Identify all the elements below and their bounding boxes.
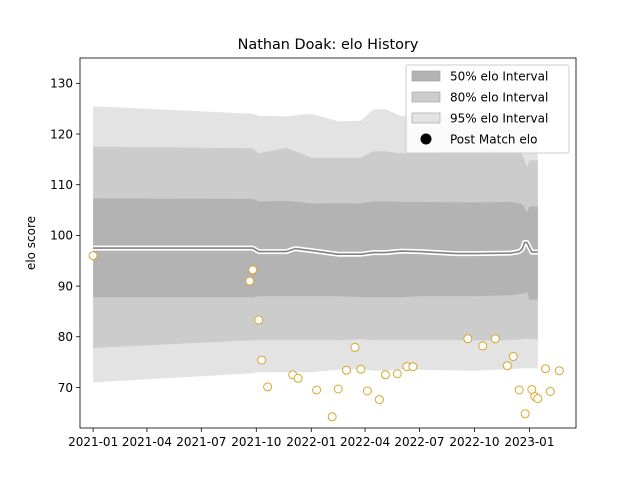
post-match-point: [545, 387, 555, 396]
post-match-point: [374, 395, 384, 405]
x-tick-label: 2021-07: [176, 435, 226, 449]
post-match-point: [508, 352, 518, 361]
post-match-point: [342, 365, 351, 375]
legend-swatch: [411, 91, 441, 103]
post-match-point: [293, 373, 303, 383]
post-match-point: [408, 362, 418, 372]
legend-label: 80% elo Interval: [450, 91, 548, 105]
legend-swatch: [411, 70, 441, 82]
y-axis: 70 80 90 100 110 120 130: [50, 77, 80, 395]
post-match-point: [327, 412, 337, 422]
x-tick-label: 2021-04: [122, 435, 172, 449]
post-match-point: [490, 334, 500, 344]
post-match-point: [541, 364, 550, 374]
post-match-point: [333, 384, 343, 394]
legend-label: Post Match elo: [450, 133, 537, 147]
post-match-point: [350, 342, 360, 352]
mean-elo-line: [93, 241, 538, 255]
post-match-point: [380, 370, 390, 380]
legend: 50% elo Interval 80% elo Interval 95% elo …: [405, 64, 570, 154]
post-match-point: [520, 409, 530, 419]
post-match-points: [88, 251, 564, 422]
plot-frame: [79, 57, 577, 429]
post-match-point: [254, 315, 264, 325]
x-tick-label: 2022-01: [286, 435, 336, 449]
post-match-point: [533, 394, 543, 404]
y-axis-label: elo score: [24, 216, 38, 270]
post-match-point: [312, 385, 322, 395]
legend-label: 50% elo Interval: [450, 70, 548, 84]
y-tick-label: 130: [50, 77, 73, 91]
post-match-point: [392, 369, 402, 379]
x-tick-label: 2021-10: [231, 435, 281, 449]
post-match-point: [257, 355, 267, 365]
x-tick-label: 2022-07: [394, 435, 444, 449]
chart-title: Nathan Doak: elo History: [238, 37, 419, 53]
post-match-point: [356, 364, 366, 374]
y-tick-label: 90: [58, 279, 73, 293]
post-match-point: [514, 385, 524, 395]
post-match-point: [362, 386, 372, 396]
post-match-point: [245, 276, 255, 286]
y-tick-label: 80: [58, 330, 73, 344]
post-match-point: [263, 382, 273, 392]
y-tick-label: 100: [50, 229, 73, 243]
x-tick-label: 2022-04: [340, 435, 390, 449]
mean-elo-line-group: [93, 240, 538, 257]
post-match-point: [463, 334, 473, 344]
x-tick-label: 2022-10: [449, 435, 499, 449]
x-axis: 2021-01 2021-04 2021-07 2021-10 2022-01 2022-…: [68, 428, 554, 449]
x-tick-label: 2023-01: [504, 435, 554, 449]
legend-box: [405, 64, 570, 154]
post-match-point: [88, 251, 98, 261]
post-match-point: [248, 265, 258, 275]
legend-marker: [420, 133, 432, 145]
y-tick-label: 70: [58, 381, 73, 395]
legend-swatch: [411, 112, 441, 124]
post-match-point: [554, 366, 564, 376]
y-tick-label: 110: [50, 178, 73, 192]
post-match-point: [502, 361, 512, 371]
interval-bands: [93, 106, 538, 383]
post-match-point: [478, 341, 488, 351]
x-tick-label: 2021-01: [68, 435, 118, 449]
legend-label: 95% elo Interval: [450, 112, 548, 126]
y-tick-label: 120: [50, 127, 73, 141]
